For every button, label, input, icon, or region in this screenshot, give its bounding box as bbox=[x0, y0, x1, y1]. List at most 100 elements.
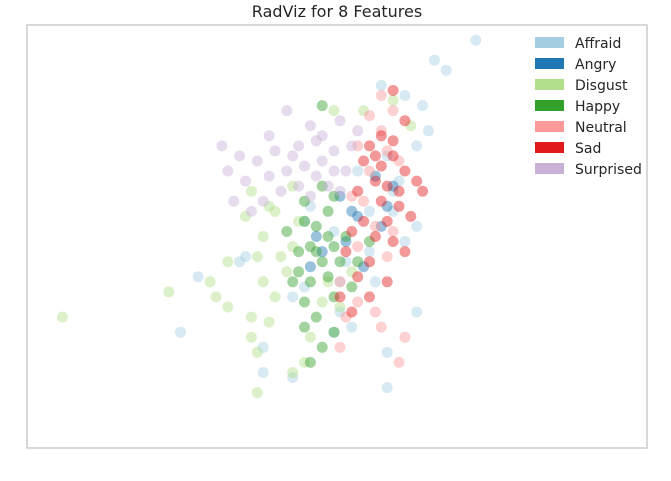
point-sad-18 bbox=[399, 246, 411, 258]
point-surprised-3 bbox=[334, 115, 346, 127]
point-disgust-18 bbox=[245, 185, 257, 197]
point-neutral-21 bbox=[387, 226, 399, 237]
point-affraid-28 bbox=[287, 372, 299, 383]
point-surprised-23 bbox=[304, 190, 316, 202]
point-affraid-31 bbox=[369, 276, 381, 288]
point-affraid-2 bbox=[440, 64, 452, 76]
point-happy-15 bbox=[299, 195, 310, 207]
point-disgust-29 bbox=[405, 120, 417, 132]
point-disgust-30 bbox=[251, 387, 263, 399]
point-neutral-16 bbox=[375, 321, 387, 333]
point-surprised-6 bbox=[251, 155, 263, 167]
point-happy-26 bbox=[364, 236, 375, 247]
point-disgust-9 bbox=[263, 316, 275, 328]
point-angry-6 bbox=[387, 180, 399, 192]
series-sad bbox=[334, 85, 429, 318]
point-surprised-7 bbox=[234, 150, 246, 162]
legend-swatch-disgust bbox=[535, 79, 564, 90]
point-disgust-14 bbox=[293, 215, 305, 227]
point-sad-10 bbox=[375, 195, 387, 207]
series-surprised bbox=[216, 105, 364, 217]
point-disgust-25 bbox=[334, 301, 346, 313]
point-neutral-18 bbox=[393, 356, 405, 368]
point-surprised-17 bbox=[310, 170, 322, 182]
legend-swatch-angry bbox=[535, 58, 564, 69]
point-affraid-10 bbox=[364, 205, 375, 217]
point-sad-12 bbox=[417, 185, 429, 197]
point-angry-5 bbox=[358, 261, 370, 273]
point-happy-7 bbox=[322, 271, 334, 283]
legend-label-neutral: Neutral bbox=[575, 120, 627, 136]
point-happy-5 bbox=[293, 266, 305, 278]
point-neutral-17 bbox=[399, 331, 411, 343]
point-disgust-33 bbox=[269, 205, 281, 217]
point-disgust-7 bbox=[251, 346, 263, 358]
point-sad-3 bbox=[364, 140, 375, 152]
legend: Affraid Angry Disgust Happy Neutral Sad Surpri… bbox=[535, 36, 642, 178]
point-happy-29 bbox=[304, 356, 316, 368]
point-affraid-27 bbox=[381, 346, 393, 358]
series-neutral bbox=[334, 90, 411, 368]
point-surprised-9 bbox=[240, 175, 251, 187]
point-neutral-20 bbox=[358, 195, 370, 207]
point-sad-16 bbox=[369, 231, 381, 242]
point-happy-11 bbox=[328, 291, 340, 303]
point-happy-20 bbox=[316, 341, 328, 353]
point-sad-28 bbox=[369, 150, 381, 162]
point-surprised-22 bbox=[228, 195, 240, 207]
point-sad-5 bbox=[358, 155, 370, 167]
legend-label-sad: Sad bbox=[575, 141, 601, 157]
point-sad-1 bbox=[399, 115, 411, 127]
point-sad-2 bbox=[375, 130, 387, 142]
point-affraid-17 bbox=[192, 271, 204, 283]
point-sad-13 bbox=[405, 210, 417, 222]
point-angry-7 bbox=[369, 170, 381, 182]
point-affraid-36 bbox=[334, 276, 346, 288]
point-sad-27 bbox=[387, 135, 399, 147]
scatter-points bbox=[56, 34, 482, 399]
point-surprised-1 bbox=[304, 120, 316, 132]
point-surprised-10 bbox=[263, 170, 275, 182]
point-disgust-12 bbox=[275, 251, 287, 263]
point-disgust-0 bbox=[56, 311, 68, 323]
legend-label-disgust: Disgust bbox=[575, 78, 628, 94]
point-sad-19 bbox=[346, 226, 358, 237]
point-happy-8 bbox=[334, 256, 346, 268]
point-happy-22 bbox=[328, 326, 340, 338]
point-affraid-0 bbox=[470, 34, 482, 46]
point-surprised-5 bbox=[269, 145, 281, 157]
point-happy-19 bbox=[281, 226, 293, 237]
point-surprised-18 bbox=[293, 180, 305, 192]
point-affraid-14 bbox=[299, 215, 310, 227]
point-angry-1 bbox=[375, 220, 387, 232]
point-angry-2 bbox=[340, 236, 352, 247]
point-disgust-31 bbox=[222, 256, 234, 268]
point-affraid-1 bbox=[428, 54, 440, 66]
point-sad-0 bbox=[387, 85, 399, 96]
point-happy-0 bbox=[299, 215, 310, 227]
point-happy-24 bbox=[346, 281, 358, 293]
point-affraid-6 bbox=[423, 125, 434, 137]
point-sad-21 bbox=[364, 256, 375, 268]
point-disgust-8 bbox=[269, 291, 281, 303]
point-neutral-6 bbox=[393, 155, 405, 167]
point-happy-27 bbox=[328, 190, 340, 202]
point-surprised-25 bbox=[334, 185, 346, 197]
legend-label-happy: Happy bbox=[575, 99, 620, 115]
point-disgust-34 bbox=[358, 105, 370, 117]
point-surprised-16 bbox=[340, 165, 352, 177]
point-sad-17 bbox=[387, 236, 399, 247]
point-happy-14 bbox=[322, 205, 334, 217]
point-neutral-5 bbox=[381, 145, 393, 157]
point-affraid-22 bbox=[175, 326, 186, 338]
point-affraid-13 bbox=[364, 246, 375, 258]
point-sad-8 bbox=[381, 180, 393, 192]
point-neutral-2 bbox=[364, 110, 375, 122]
point-affraid-24 bbox=[328, 326, 340, 338]
point-neutral-11 bbox=[381, 251, 393, 263]
point-disgust-21 bbox=[299, 356, 310, 368]
point-happy-21 bbox=[299, 321, 310, 333]
legend-swatch-sad bbox=[535, 142, 564, 153]
point-affraid-3 bbox=[375, 79, 387, 91]
point-sad-14 bbox=[381, 215, 393, 227]
